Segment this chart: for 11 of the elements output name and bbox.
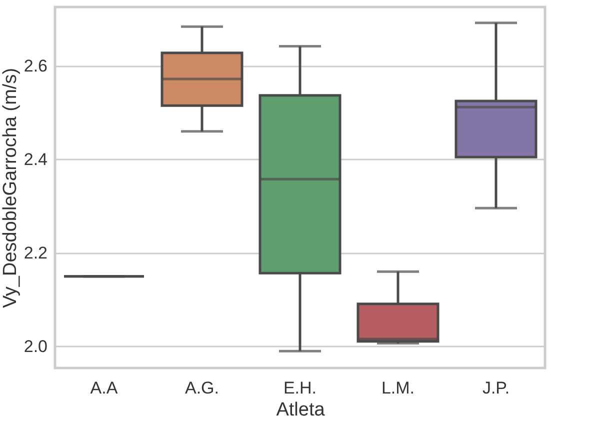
y-axis-title: Vy_DesdobleGarrocha (m/s)	[0, 68, 21, 308]
x-tick-label: A.A	[90, 378, 118, 398]
x-tick-label: J.P.	[482, 378, 510, 398]
x-axis-title: Atleta	[276, 400, 326, 420]
y-tick-label: 2.6	[24, 56, 48, 76]
x-tick-label: A.G.	[184, 378, 220, 398]
x-tick-label: E.H.	[283, 378, 317, 398]
y-tick-label: 2.0	[24, 336, 48, 356]
x-tick-label: L.M.	[381, 378, 415, 398]
y-tick-label: 2.2	[24, 243, 48, 262]
y-tick-label: 2.4	[24, 150, 48, 169]
